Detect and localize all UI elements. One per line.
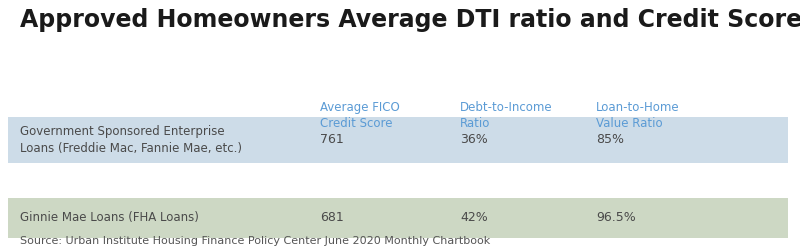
Text: 96.5%: 96.5% [596, 211, 636, 225]
Text: Government Sponsored Enterprise
Loans (Freddie Mac, Fannie Mae, etc.): Government Sponsored Enterprise Loans (F… [20, 125, 242, 155]
Text: Average FICO
Credit Score: Average FICO Credit Score [320, 101, 400, 130]
Text: 42%: 42% [460, 211, 488, 225]
FancyBboxPatch shape [8, 198, 788, 238]
Text: Source: Urban Institute Housing Finance Policy Center June 2020 Monthly Chartboo: Source: Urban Institute Housing Finance … [20, 236, 490, 246]
Text: Approved Homeowners Average DTI ratio and Credit Score: Approved Homeowners Average DTI ratio an… [20, 8, 800, 32]
Text: Loan-to-Home
Value Ratio: Loan-to-Home Value Ratio [596, 101, 680, 130]
Text: 681: 681 [320, 211, 344, 225]
Text: Debt-to-Income
Ratio: Debt-to-Income Ratio [460, 101, 553, 130]
Text: 85%: 85% [596, 133, 624, 146]
Text: 761: 761 [320, 133, 344, 146]
Text: 36%: 36% [460, 133, 488, 146]
FancyBboxPatch shape [8, 117, 788, 163]
Text: Ginnie Mae Loans (FHA Loans): Ginnie Mae Loans (FHA Loans) [20, 211, 199, 225]
